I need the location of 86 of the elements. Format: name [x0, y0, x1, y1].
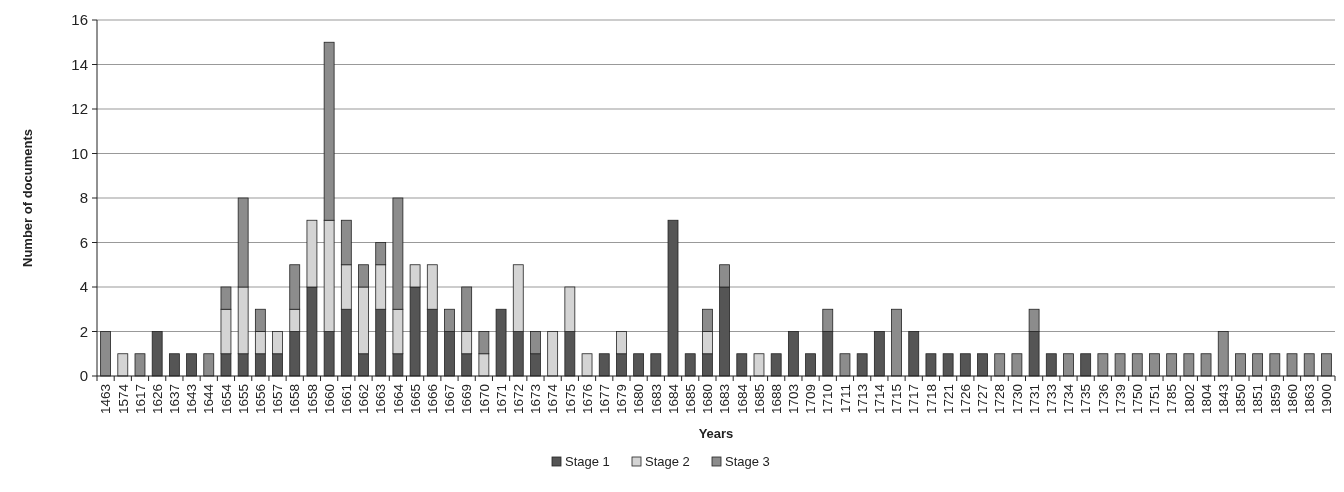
x-tick-label: 1851 — [1250, 384, 1266, 415]
x-tick-label: 1726 — [958, 384, 974, 415]
legend-label: Stage 3 — [725, 454, 770, 469]
x-tick-label: 1644 — [201, 383, 217, 415]
x-tick-label: 1730 — [1009, 384, 1025, 415]
x-tick-label: 1713 — [854, 384, 870, 415]
x-tick-label: 1683 — [717, 384, 733, 415]
x-tick-label: 1735 — [1078, 384, 1094, 415]
x-tick-label: 1859 — [1267, 384, 1283, 415]
x-tick-label: 1711 — [837, 384, 853, 414]
x-tick-label: 1669 — [459, 384, 475, 415]
x-tick-label: 1785 — [1164, 384, 1180, 415]
x-tick-label: 1863 — [1301, 384, 1317, 415]
x-tick-label: 1666 — [425, 384, 441, 415]
y-tick-label: 8 — [79, 189, 88, 207]
x-tick-label: 1733 — [1044, 384, 1060, 415]
x-tick-label: 1463 — [98, 384, 114, 415]
x-tick-label: 1665 — [407, 384, 423, 415]
legend-label: Stage 2 — [645, 454, 690, 469]
x-tick-label: 1677 — [596, 384, 612, 415]
x-tick-label: 1676 — [579, 384, 595, 415]
x-tick-label: 1654 — [218, 383, 234, 415]
x-tick-label: 1674 — [545, 383, 561, 415]
x-tick-label: 1703 — [786, 384, 802, 415]
x-axis-title: Years — [698, 426, 734, 441]
x-tick-label: 1671 — [493, 384, 509, 415]
x-tick-label: 1709 — [803, 384, 819, 415]
x-tick-label: 1684 — [734, 383, 750, 415]
x-tick-label: 1660 — [321, 384, 337, 415]
x-tick-label: 1643 — [184, 384, 200, 415]
x-tick-label: 1739 — [1112, 384, 1128, 415]
x-tick-label: 1721 — [940, 384, 956, 415]
y-tick-label: 2 — [79, 322, 88, 340]
x-tick-label: 1673 — [528, 384, 544, 415]
x-tick-label: 1663 — [373, 384, 389, 415]
x-tick-label: 1714 — [872, 383, 888, 415]
x-tick-label: 1710 — [820, 384, 836, 415]
x-tick-label: 1804 — [1198, 383, 1214, 415]
x-tick-label: 1658 — [287, 384, 303, 415]
x-tick-label: 1734 — [1061, 383, 1077, 415]
x-tick-label: 1617 — [132, 384, 148, 415]
x-tick-label: 1670 — [476, 384, 492, 415]
x-tick-label: 1750 — [1129, 384, 1145, 415]
x-tick-label: 1637 — [167, 384, 183, 415]
x-tick-label: 1751 — [1147, 384, 1163, 415]
x-tick-label: 1657 — [270, 384, 286, 415]
x-tick-label: 1731 — [1026, 384, 1042, 415]
x-tick-label: 1679 — [614, 384, 630, 415]
y-tick-label: 0 — [79, 367, 88, 385]
x-tick-label: 1685 — [751, 384, 767, 415]
y-tick-label: 4 — [79, 278, 88, 296]
x-tick-label: 1680 — [631, 384, 647, 415]
x-tick-label: 1684 — [665, 383, 681, 415]
x-tick-label: 1661 — [339, 384, 355, 415]
x-tick-label: 1685 — [682, 384, 698, 415]
x-tick-label: 1675 — [562, 384, 578, 415]
y-axis-title: Number of documents — [20, 129, 35, 267]
y-tick-label: 10 — [71, 144, 88, 162]
x-tick-label: 1656 — [253, 384, 269, 415]
x-tick-label: 1728 — [992, 384, 1008, 415]
x-tick-label: 1680 — [700, 384, 716, 415]
x-tick-label: 1662 — [356, 384, 372, 415]
x-tick-label: 1664 — [390, 383, 406, 415]
x-tick-label: 1574 — [115, 383, 131, 415]
x-tick-label: 1727 — [975, 384, 991, 415]
y-tick-label: 16 — [71, 11, 88, 29]
x-tick-label: 1843 — [1215, 384, 1231, 415]
y-tick-label: 6 — [79, 233, 88, 251]
x-tick-label: 1736 — [1095, 384, 1111, 415]
x-tick-label: 1626 — [149, 384, 165, 415]
x-tick-label: 1655 — [235, 384, 251, 415]
x-tick-label: 1672 — [510, 384, 526, 415]
x-tick-label: 1715 — [889, 384, 905, 415]
x-tick-label: 1860 — [1284, 384, 1300, 415]
x-tick-label: 1688 — [768, 384, 784, 415]
y-tick-label: 14 — [71, 55, 88, 73]
legend-label: Stage 1 — [565, 454, 610, 469]
x-tick-label: 1850 — [1233, 384, 1249, 415]
y-tick-label: 12 — [71, 100, 88, 118]
x-tick-label: 1717 — [906, 384, 922, 415]
x-tick-label: 1718 — [923, 384, 939, 415]
x-tick-label: 1802 — [1181, 384, 1197, 415]
x-tick-label: 1683 — [648, 384, 664, 415]
x-tick-label: 1658 — [304, 384, 320, 415]
x-tick-label: 1900 — [1319, 384, 1335, 415]
x-tick-label: 1667 — [442, 384, 458, 415]
